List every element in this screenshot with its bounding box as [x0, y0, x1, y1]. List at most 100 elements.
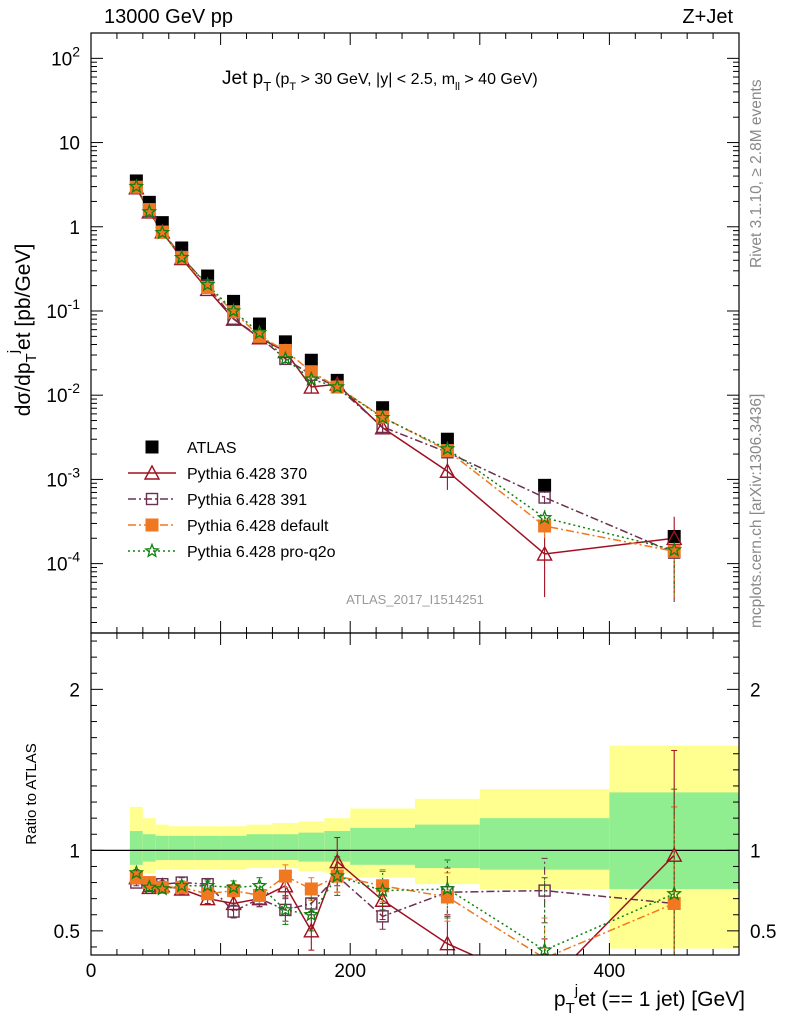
mc-point: [128, 178, 145, 194]
legend-marker: [145, 518, 159, 532]
mc-point: [536, 545, 553, 561]
data-point: [538, 478, 552, 492]
ratio-y-tick-label: 1: [69, 841, 80, 862]
ratio-point: [329, 853, 346, 869]
ratio-point: [536, 941, 553, 955]
ratio-point: [439, 935, 456, 951]
series-line-3: [135, 186, 675, 551]
legend-marker: [145, 440, 159, 454]
x-tick-label: 200: [334, 961, 366, 982]
header-left: 13000 GeV pp: [104, 6, 233, 28]
y-tick-label: 1: [69, 218, 80, 239]
ratio-point: [199, 877, 216, 893]
legend-marker: [145, 492, 159, 506]
mc-point: [173, 249, 190, 265]
ratio-point: [251, 877, 268, 893]
ratio-y-label: Ratio to ATLAS: [23, 743, 40, 844]
uncertainty-band-inner: [246, 834, 273, 861]
ratio-point: [128, 864, 145, 880]
mc-point: [538, 491, 551, 504]
mc-point: [199, 276, 216, 292]
mc-point: [536, 509, 553, 525]
ratio-point: [225, 879, 242, 895]
y-tick-label: 10: [59, 134, 80, 155]
uncertainty-band-inner: [298, 832, 325, 862]
data-point: [227, 294, 241, 308]
ratio-point: [141, 879, 158, 895]
ratio-point: [666, 885, 683, 901]
ratio-y-tick-label: 2: [69, 680, 80, 701]
mc-point: [329, 378, 346, 394]
ratio-point: [278, 869, 292, 883]
ratio-point: [303, 906, 320, 922]
rivet-label: Rivet 3.1.10, ≥ 2.8M events: [748, 79, 765, 268]
ratio-y-tick-label-right: 1: [750, 841, 761, 862]
uncertainty-band-inner: [142, 834, 156, 862]
mcplots-label: mcplots.cern.ch [arXiv:1306.3436]: [748, 393, 765, 628]
series-line-2: [135, 186, 675, 553]
uncertainty-band-inner: [220, 835, 247, 861]
data-point: [252, 317, 266, 331]
ratio-point: [277, 877, 294, 893]
series-line-1: [135, 186, 675, 554]
uncertainty-band-inner: [350, 827, 415, 865]
legend-label: Pythia 6.428 default: [187, 518, 329, 535]
uncertainty-band-inner: [129, 831, 143, 865]
ratio-y-tick-label: 0.5: [54, 922, 80, 943]
data-point: [667, 529, 681, 543]
uncertainty-band-inner: [272, 834, 299, 861]
legend-label: Pythia 6.428 391: [187, 492, 307, 509]
ratio-point: [304, 882, 318, 896]
data-point: [304, 353, 318, 367]
ratio-point: [277, 901, 294, 917]
uncertainty-band-inner: [479, 818, 610, 870]
ratio-point: [329, 867, 346, 883]
ratio-point: [374, 891, 391, 907]
mc-point: [303, 370, 320, 386]
ratio-point: [227, 905, 240, 918]
uncertainty-band-inner: [194, 835, 221, 861]
watermark: ATLAS_2017_I1514251: [346, 592, 484, 607]
ratio-point: [225, 895, 242, 911]
legend-marker: [143, 464, 161, 480]
ratio-point: [666, 846, 683, 862]
ratio-point: [376, 910, 389, 923]
mc-point: [141, 203, 158, 219]
ratio-point: [667, 896, 681, 910]
y-tick-label: 10-2: [46, 380, 80, 407]
mc-point: [439, 440, 456, 456]
ratio-point: [439, 880, 456, 896]
legend: ATLAS Pythia 6.428 370 Pythia 6.428 391 Pyt…: [128, 440, 336, 561]
uncertainty-band-inner: [155, 835, 169, 861]
x-tick-label: 0: [86, 961, 97, 982]
ratio-point: [374, 882, 391, 898]
ratio-y-tick-label-right: 0.5: [750, 922, 776, 943]
legend-label: Pythia 6.428 370: [187, 466, 307, 483]
data-point: [201, 269, 215, 283]
header-right: Z+Jet: [682, 6, 733, 28]
ratio-point: [538, 884, 551, 897]
ratio-series: [128, 750, 683, 955]
ratio-panel: 0.5 0.51 12 20 200 400 Ratio to ATLAS pTjet (…: [23, 632, 776, 1017]
mc-point: [666, 541, 683, 557]
mc-point: [439, 462, 456, 478]
mc-point: [303, 378, 320, 394]
ratio-point: [154, 880, 171, 896]
legend-label: Pythia 6.428 pro-q2o: [187, 544, 336, 561]
mc-point: [278, 343, 292, 357]
uncertainty-band-inner: [415, 824, 480, 869]
ratio-point: [303, 922, 320, 938]
mc-point: [251, 324, 268, 340]
mc-point: [277, 350, 294, 366]
y-tick-label: 10-3: [46, 464, 80, 491]
ratio-point: [173, 877, 190, 893]
mc-point: [225, 310, 242, 326]
uncertainty-band-inner: [168, 835, 195, 861]
mc-point: [225, 302, 242, 318]
mc-point: [374, 409, 391, 425]
y-tick-label: 10-4: [46, 549, 80, 576]
ratio-point: [129, 871, 143, 885]
x-tick-label: 400: [594, 961, 626, 982]
mc-point: [538, 519, 552, 533]
